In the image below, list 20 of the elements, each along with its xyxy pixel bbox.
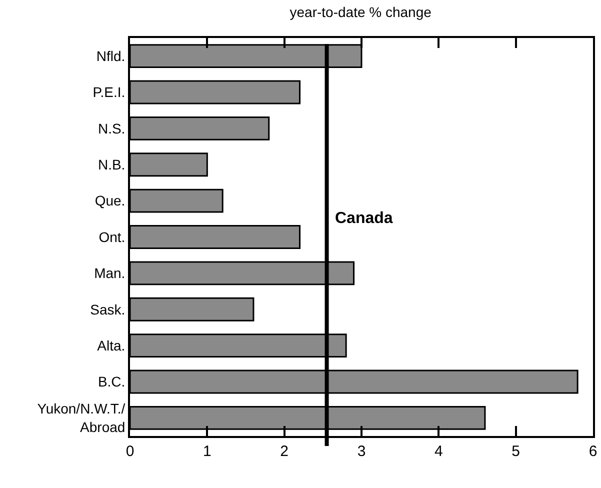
x-tick-label: 1 <box>203 443 212 460</box>
x-tick-label: 5 <box>512 443 520 460</box>
x-tick-label: 3 <box>357 443 366 460</box>
y-tick-label: Yukon/N.W.T./ Abroad <box>37 400 126 435</box>
y-tick-label: Ont. <box>98 228 126 245</box>
x-tick-label: 2 <box>280 443 288 460</box>
y-tick-label: N.B. <box>98 156 126 173</box>
y-tick-label: Sask. <box>90 301 126 318</box>
x-tick-label: 0 <box>126 443 134 460</box>
y-tick-label: P.E.I. <box>92 84 126 100</box>
y-tick-label: Que. <box>94 192 126 209</box>
ref-line-label: Canada <box>335 210 393 227</box>
y-tick-label: Man. <box>94 265 126 282</box>
y-tick-label: N.S. <box>98 120 126 136</box>
y-tick-label: Alta. <box>97 337 126 354</box>
y-tick-label: B.C. <box>98 374 126 390</box>
y-tick-label: Nfld. <box>96 48 126 64</box>
x-tick-label: 4 <box>434 443 443 460</box>
chart-title: year-to-date % change <box>290 4 432 20</box>
x-tick-label: 6 <box>588 443 598 460</box>
